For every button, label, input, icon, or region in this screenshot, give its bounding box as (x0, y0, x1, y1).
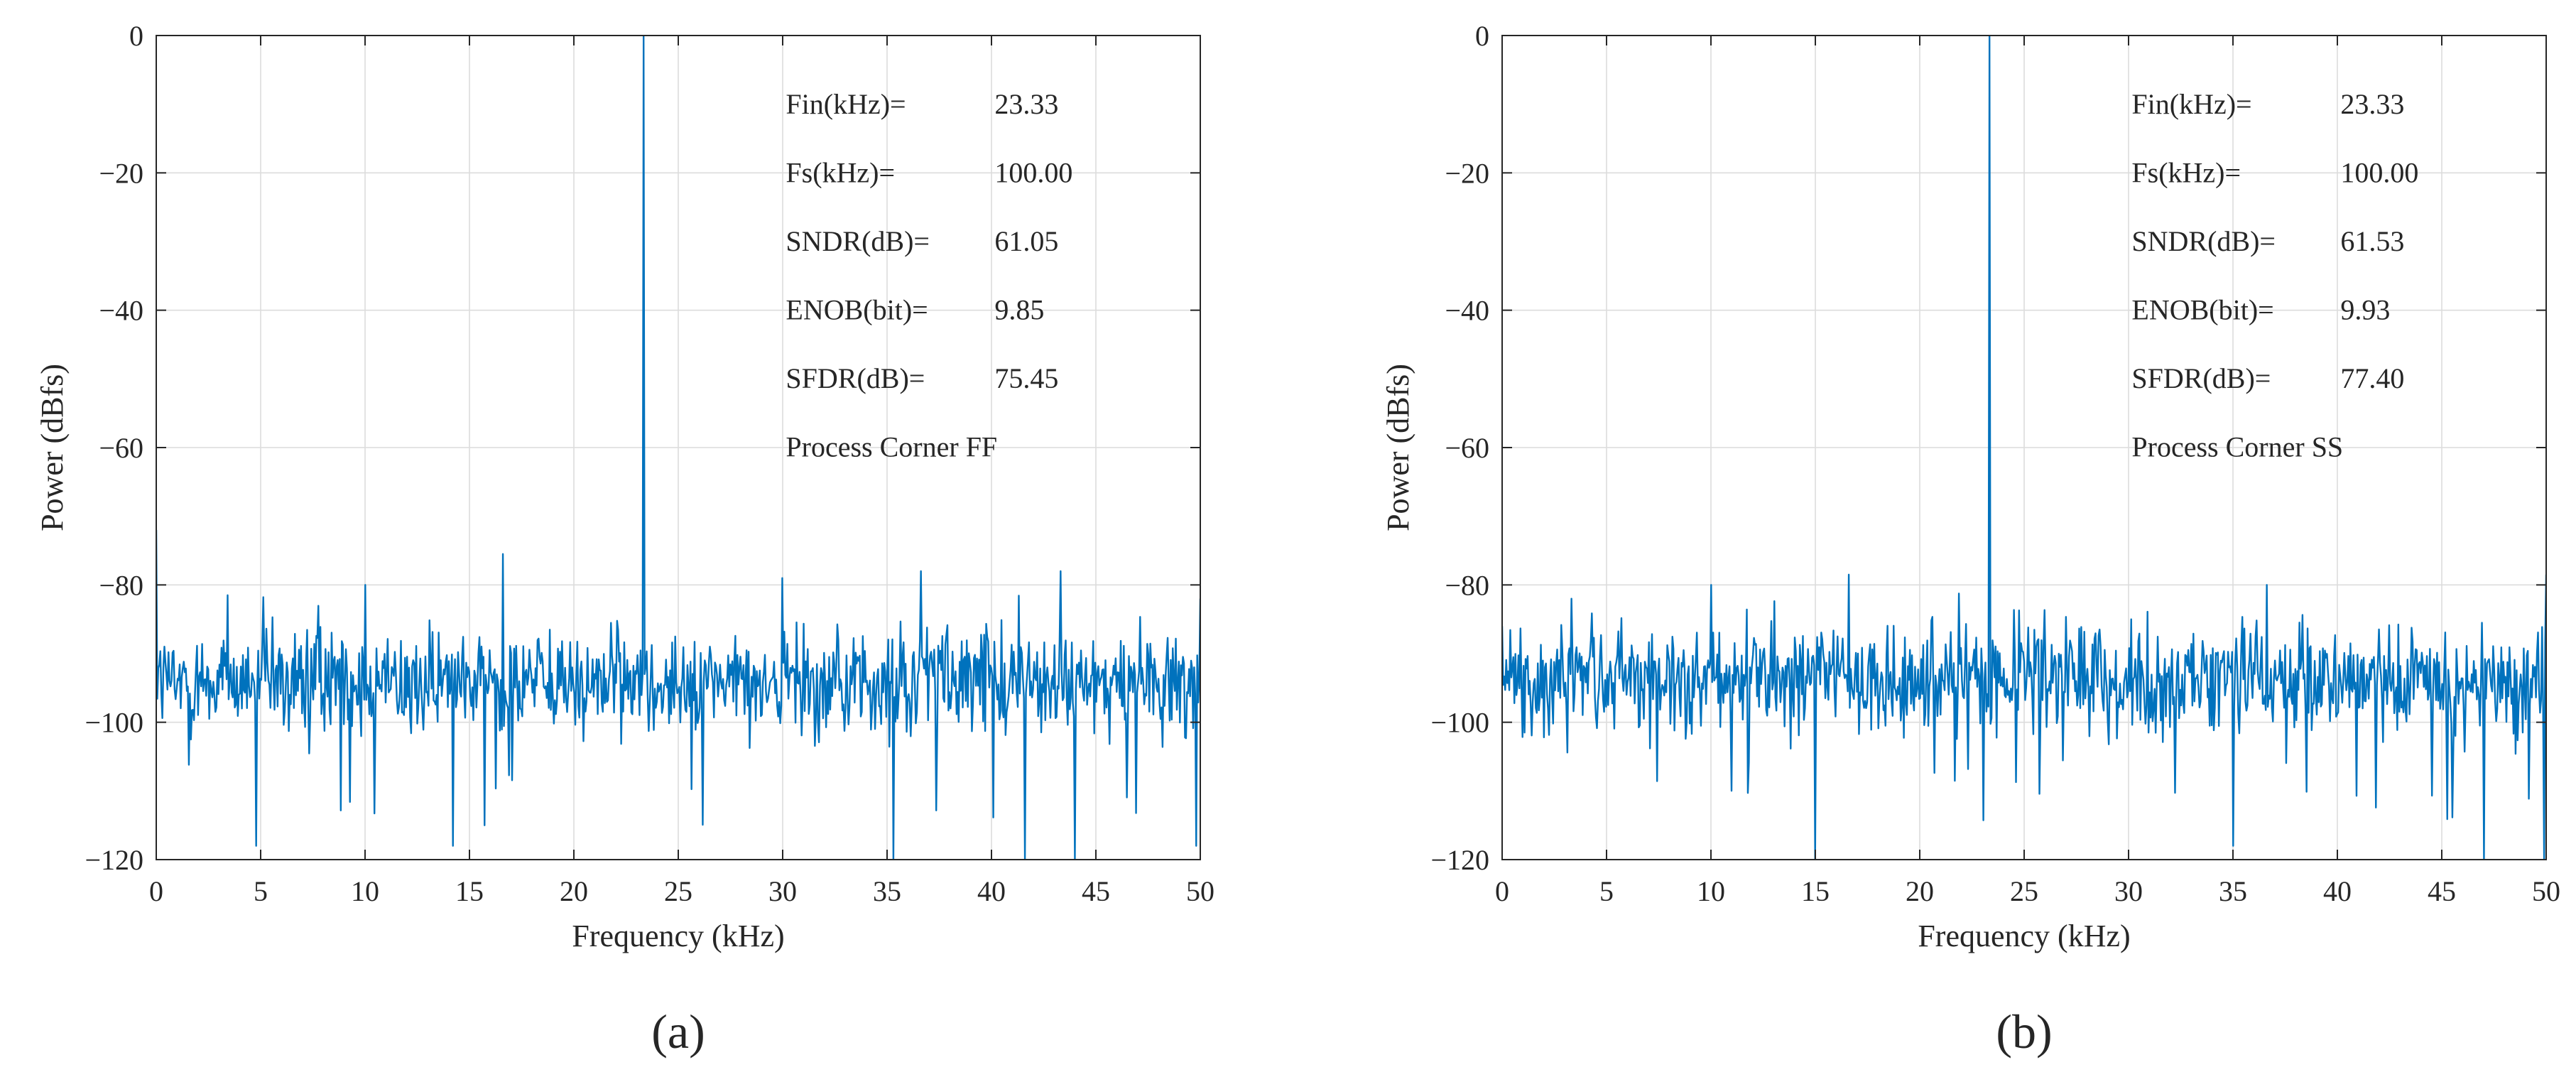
annotation-label-a-5: Process Corner FF (786, 431, 997, 463)
panel-label-b: (b) (1996, 1005, 2052, 1059)
y-tick-label-a-2: −40 (99, 295, 143, 327)
x-tick-label-a-4: 20 (560, 875, 588, 907)
y-tick-label-a-4: −80 (99, 569, 143, 601)
annotation-value-b-0: 23.33 (2340, 88, 2404, 120)
x-tick-label-a-0: 0 (149, 875, 163, 907)
x-axis-label-a: Frequency (kHz) (572, 919, 784, 953)
spectrum-line-a (156, 36, 1200, 860)
x-tick-label-a-1: 5 (254, 875, 268, 907)
annotation-label-b-3: ENOB(bit)= (2131, 294, 2273, 326)
annotation-value-b-3: 9.93 (2340, 294, 2390, 326)
x-tick-label-a-5: 25 (664, 875, 692, 907)
x-tick-label-b-10: 50 (2532, 875, 2560, 907)
y-tick-label-a-5: −100 (85, 707, 143, 739)
annotation-label-b-0: Fin(kHz)= (2131, 88, 2251, 120)
y-axis-ticks-a: 0 −20 −40 −60 −80 −100 −120 (85, 20, 1200, 876)
x-axis-ticks-b: 0 5 10 15 20 25 30 35 40 45 50 (1495, 36, 2560, 907)
x-tick-label-b-8: 40 (2323, 875, 2352, 907)
annotation-value-a-4: 75.45 (994, 362, 1058, 394)
x-tick-label-a-9: 45 (1082, 875, 1110, 907)
y-tick-label-a-1: −20 (99, 157, 143, 189)
y-axis-label-a: Power (dBfs) (35, 364, 70, 531)
y-tick-label-a-0: 0 (129, 20, 143, 52)
grid-a (156, 36, 1200, 860)
x-tick-label-a-3: 15 (455, 875, 484, 907)
x-tick-label-b-4: 20 (1906, 875, 1934, 907)
annotation-value-a-0: 23.33 (994, 88, 1058, 120)
annotation-value-a-1: 100.00 (994, 157, 1072, 189)
x-tick-label-b-5: 25 (2010, 875, 2038, 907)
y-tick-label-b-6: −120 (1430, 844, 1489, 876)
annotation-label-b-5: Process Corner SS (2131, 431, 2343, 463)
annotation-block-a: Fin(kHz)= 23.33 Fs(kHz)= 100.00 SNDR(dB)= 61.… (786, 88, 1072, 463)
y-tick-label-b-2: −40 (1445, 295, 1489, 327)
chart-panel-a: 0 5 10 15 20 25 30 35 40 45 50 0 −20 −40 −60 −80 −100 −1… (35, 20, 1214, 1059)
annotation-value-a-2: 61.05 (994, 225, 1058, 257)
annotation-value-b-2: 61.53 (2340, 225, 2404, 257)
annotation-label-b-4: SFDR(dB)= (2131, 362, 2271, 394)
spectrum-path-b (1502, 36, 2546, 860)
x-tick-label-a-2: 10 (351, 875, 379, 907)
x-tick-label-b-3: 15 (1801, 875, 1830, 907)
x-axis-ticks-a: 0 5 10 15 20 25 30 35 40 45 50 (149, 36, 1214, 907)
y-axis-ticks-b: 0 −20 −40 −60 −80 −100 −120 (1430, 20, 2546, 876)
x-tick-label-a-10: 50 (1186, 875, 1214, 907)
y-tick-label-a-6: −120 (85, 844, 143, 876)
y-tick-label-b-0: 0 (1475, 20, 1489, 52)
y-tick-label-b-3: −60 (1445, 432, 1489, 464)
annotation-block-b: Fin(kHz)= 23.33 Fs(kHz)= 100.00 SNDR(dB)= 61.… (2131, 88, 2418, 463)
grid-b (1502, 36, 2546, 860)
annotation-label-a-0: Fin(kHz)= (786, 88, 906, 120)
spectrum-line-b (1502, 36, 2546, 860)
x-tick-label-a-6: 30 (768, 875, 797, 907)
x-axis-label-b: Frequency (kHz) (1918, 919, 2130, 953)
x-tick-label-b-1: 5 (1599, 875, 1614, 907)
annotation-label-a-1: Fs(kHz)= (786, 157, 895, 189)
panel-label-a: (a) (651, 1005, 705, 1059)
annotation-label-b-2: SNDR(dB)= (2131, 225, 2276, 257)
annotation-value-b-1: 100.00 (2340, 157, 2418, 189)
x-tick-label-b-7: 35 (2219, 875, 2247, 907)
chart-panel-b: 0 5 10 15 20 25 30 35 40 45 50 0 −20 −40 −60 −80 −100 −1… (1381, 20, 2560, 1059)
x-tick-label-b-9: 45 (2428, 875, 2456, 907)
y-tick-label-b-1: −20 (1445, 157, 1489, 189)
y-tick-label-a-3: −60 (99, 432, 143, 464)
annotation-label-a-3: ENOB(bit)= (786, 294, 928, 326)
y-tick-label-b-4: −80 (1445, 569, 1489, 601)
x-tick-label-a-7: 35 (873, 875, 901, 907)
x-tick-label-b-0: 0 (1495, 875, 1509, 907)
spectrum-path-a (156, 36, 1200, 860)
y-axis-label-b: Power (dBfs) (1381, 364, 1415, 531)
x-tick-label-b-6: 30 (2114, 875, 2143, 907)
annotation-value-a-3: 9.85 (994, 294, 1044, 326)
annotation-label-a-4: SFDR(dB)= (786, 362, 925, 394)
x-tick-label-b-2: 10 (1697, 875, 1725, 907)
y-tick-label-b-5: −100 (1430, 707, 1489, 739)
annotation-label-a-2: SNDR(dB)= (786, 225, 930, 257)
annotation-value-b-4: 77.40 (2340, 362, 2404, 394)
annotation-label-b-1: Fs(kHz)= (2131, 157, 2241, 189)
x-tick-label-a-8: 40 (977, 875, 1006, 907)
